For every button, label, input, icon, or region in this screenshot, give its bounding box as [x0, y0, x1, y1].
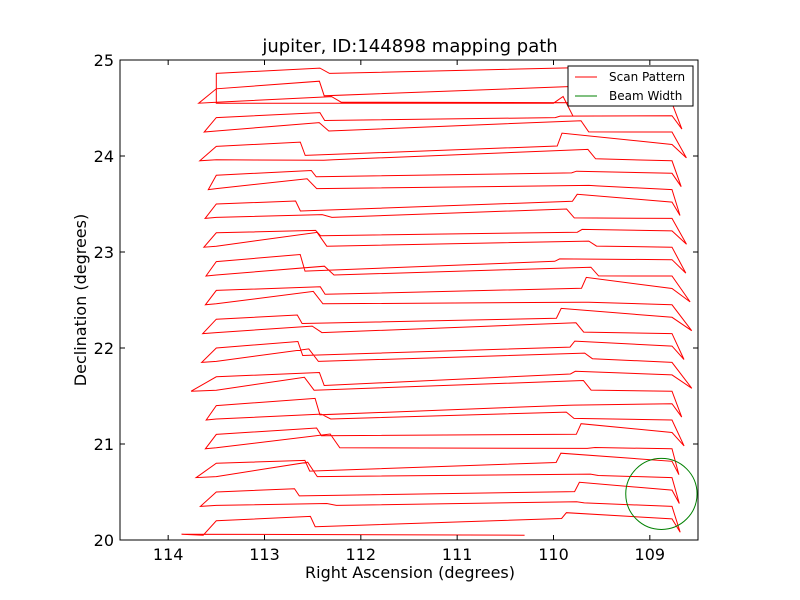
x-tick-label: 114: [153, 545, 184, 564]
beam-width-circle: [625, 457, 698, 530]
y-tick-label: 21: [94, 435, 114, 454]
legend-frame: [567, 65, 694, 107]
beam-width-series: [625, 457, 698, 530]
scan-pattern-series: [181, 66, 693, 536]
x-axis: 114 113 112 111 110 109: [153, 60, 665, 564]
y-tick-label: 22: [94, 339, 114, 358]
legend: Scan Pattern Beam Width: [567, 65, 694, 107]
y-tick-label: 23: [94, 243, 114, 262]
plot-area: [119, 59, 699, 541]
plot-frame: [119, 59, 699, 541]
x-tick-label: 110: [538, 545, 569, 564]
y-tick-label: 25: [94, 51, 114, 70]
y-tick-label: 20: [94, 531, 114, 550]
plot-background: [120, 60, 698, 540]
x-tick-label: 109: [635, 545, 666, 564]
scan-pattern-line: [181, 66, 693, 536]
legend-beam-label: Beam Width: [609, 89, 682, 103]
x-tick-label: 111: [442, 545, 473, 564]
x-tick-label: 112: [346, 545, 377, 564]
y-axis: 20 21 22 23 24 25: [94, 51, 698, 550]
x-axis-label: Right Ascension (degrees): [305, 563, 515, 582]
chart-title: jupiter, ID:144898 mapping path: [261, 36, 557, 57]
y-tick-label: 24: [94, 147, 114, 166]
y-axis-label: Declination (degrees): [71, 214, 90, 386]
x-tick-label: 113: [249, 545, 280, 564]
legend-scan-label: Scan Pattern: [609, 70, 685, 84]
